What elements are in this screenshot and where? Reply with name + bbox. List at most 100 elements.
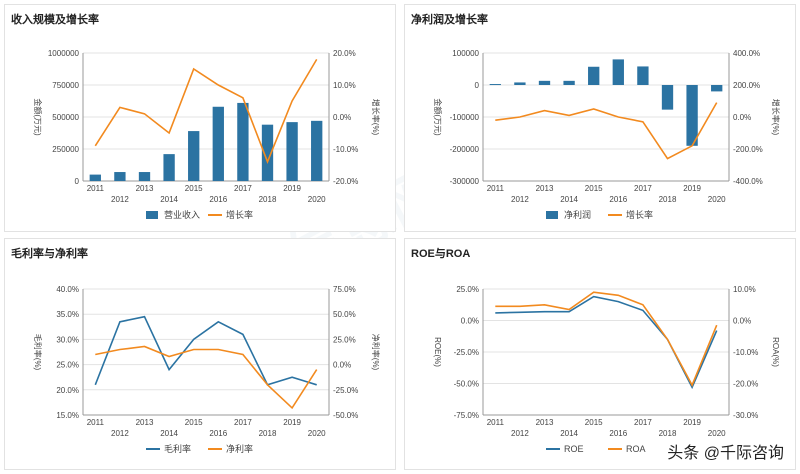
y-tick-label: 0.0% [461,317,479,326]
y-axis-title: 金额(万元) [433,98,443,136]
bar [237,102,249,181]
y-tick-label: 750000 [52,81,79,90]
y2-axis-title: 增长率(%) [771,99,781,136]
y-tick-label: -50.0% [454,380,479,389]
bar [114,172,126,181]
x-tick-label: 2014 [560,195,578,204]
y2-tick-label: -200.0% [733,145,763,154]
x-tick-label: 2013 [536,184,554,193]
y2-tick-label: 400.0% [733,49,760,58]
x-tick-label: 2015 [585,418,603,427]
y2-tick-label: 10.0% [733,285,756,294]
margins-chart-title: 毛利率与净利率 [11,248,88,260]
bar [514,82,526,85]
x-tick-label: 2016 [609,195,627,204]
y-tick-label: 0 [75,177,80,186]
series-line [94,58,318,164]
bar [588,66,600,85]
x-tick-label: 2020 [308,429,326,438]
x-tick-label: 2020 [708,429,726,438]
legend-label: 毛利率 [164,443,191,454]
y-tick-label: 100000 [452,49,479,58]
x-tick-label: 2014 [160,429,178,438]
revenue-chart-panel: 收入规模及增长率 0 250000 500000 750000 1000000 -20.0… [4,4,396,232]
y-tick-label: 250000 [52,145,79,154]
bar [188,131,200,181]
bar [163,154,175,181]
roe-roa-chart-panel: ROE与ROA -75.0% -50.0% -25.0% 0.0% 25.0% -30.0… [404,238,796,470]
x-tick-label: 2017 [634,418,652,427]
y2-tick-label: -10.0% [333,145,358,154]
x-tick-label: 2018 [659,429,677,438]
y-tick-label: 40.0% [56,285,79,294]
margins-chart: 15.0% 20.0% 25.0% 30.0% 35.0% 40.0% -50.0% -25.… [33,285,381,454]
x-tick-label: 2019 [683,184,701,193]
bar [261,124,274,181]
y-tick-label: 25.0% [456,285,479,294]
margins-chart-panel: 毛利率与净利率 15.0% 20.0% 25.0% 30.0% 35.0% 40.0% -5… [4,238,396,470]
bar [612,59,624,85]
y-tick-label: 20.0% [56,386,79,395]
x-tick-label: 2013 [536,418,554,427]
revenue-chart: 0 250000 500000 750000 1000000 -20.0% -10.0% 0.… [33,49,381,220]
net-profit-chart-title: 净利润及增长率 [411,14,488,26]
y2-tick-label: 0.0% [733,317,751,326]
x-tick-label: 2017 [234,184,252,193]
y2-tick-label: 50.0% [333,310,356,319]
x-tick-label: 2019 [683,418,701,427]
legend-label: 增长率 [626,209,653,220]
x-tick-label: 2020 [308,195,326,204]
y-tick-label: -100000 [450,113,480,122]
series-line [495,291,718,387]
y-tick-label: 500000 [52,113,79,122]
legend-label: ROE [564,444,584,454]
x-tick-label: 2015 [585,184,603,193]
bar [637,66,649,85]
x-tick-label: 2014 [160,195,178,204]
x-tick-label: 2015 [185,418,203,427]
legend-swatch [146,211,158,219]
series-line [94,315,317,386]
x-tick-label: 2018 [259,429,277,438]
y-axis-title: ROE(%) [433,337,442,367]
bar [489,84,501,86]
brand-label: 头条 @千际咨询 [663,438,788,464]
bar [538,80,551,85]
y2-tick-label: 10.0% [333,81,356,90]
y-tick-label: -300000 [450,177,480,186]
y2-tick-label: -20.0% [733,380,758,389]
bar [563,80,575,85]
x-tick-label: 2017 [234,418,252,427]
y-tick-label: -200000 [450,145,480,154]
bar [711,85,723,92]
x-tick-label: 2015 [185,184,203,193]
y2-tick-label: 75.0% [333,285,356,294]
x-tick-label: 2012 [511,429,529,438]
net-profit-chart: -300000 -200000 -100000 0 100000 -400.0% -200.… [433,49,781,220]
x-tick-label: 2016 [609,429,627,438]
x-tick-label: 2020 [708,195,726,204]
y-tick-label: 0 [475,81,480,90]
y-tick-label: 35.0% [56,310,79,319]
x-tick-label: 2013 [136,418,154,427]
legend-swatch [546,211,558,219]
x-tick-label: 2016 [209,429,227,438]
y-axis-title: 毛利率(%) [33,334,43,371]
y-tick-label: 1000000 [48,49,80,58]
x-tick-label: 2016 [209,195,227,204]
x-tick-label: 2019 [283,418,301,427]
y2-tick-label: 0.0% [333,113,351,122]
x-tick-label: 2013 [136,184,154,193]
bar [311,120,323,181]
y2-axis-title: 净利率(%) [371,334,381,371]
y2-axis-title: 增长率(%) [371,99,381,136]
x-tick-label: 2018 [259,195,277,204]
y2-tick-label: -20.0% [333,177,358,186]
series-line [495,102,718,160]
bar [661,85,674,110]
bar [212,106,224,181]
y-tick-label: -25.0% [454,348,479,357]
y2-tick-label: 25.0% [333,335,356,344]
legend-label: 营业收入 [164,209,200,220]
x-tick-label: 2012 [111,195,129,204]
